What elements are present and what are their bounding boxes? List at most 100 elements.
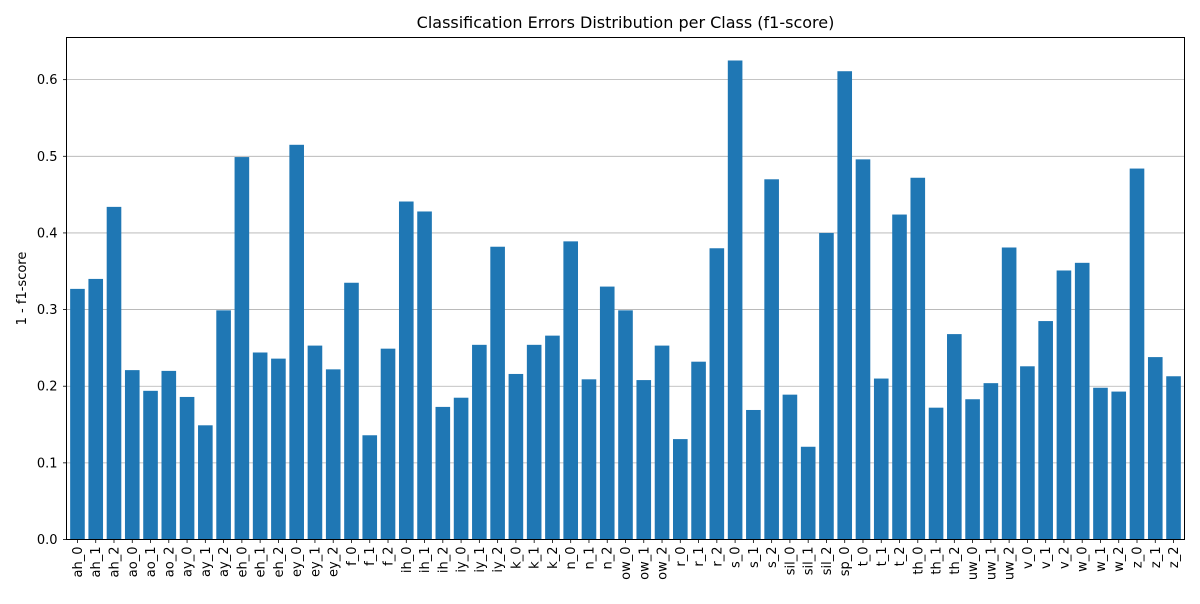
bar-ih_1 [417,211,432,540]
x-tick-label: s_2 [765,547,780,569]
x-tick-label: r_1 [692,547,707,567]
bar-k_0 [508,373,524,540]
y-axis: 0.0 0.1 0.2 0.3 0.4 0.5 0.6 [37,73,67,548]
x-tick-label: n_2 [601,547,616,570]
bar-f_1 [362,435,378,540]
x-tick-label: ay_2 [217,547,232,577]
bar-w_1 [1093,387,1108,540]
x-tick-label: ey_2 [327,547,342,577]
chart-title: Classification Errors Distribution per C… [417,13,835,32]
bar-s_1 [746,409,761,540]
y-tick-label: 0.0 [37,533,58,548]
bar-ow_0 [618,310,633,540]
x-tick-label: ih_1 [418,547,433,574]
x-tick-label: z_1 [1149,547,1164,569]
x-tick-label: ao_2 [162,547,177,578]
x-tick-label: uw_2 [1003,547,1018,581]
bar-ih_2 [435,406,451,540]
bar-z_1 [1147,357,1163,540]
y-tick-label: 0.1 [37,456,58,471]
x-tick-label: k_2 [546,547,561,569]
x-tick-label: ao_1 [144,547,159,578]
bar-s_2 [764,179,779,540]
bar-sil_0 [782,394,798,540]
x-tick-label: iy_2 [491,547,506,573]
bar-eh_1 [252,352,268,540]
y-axis-label: 1 - f1-score [15,252,30,326]
bar-th_1 [928,407,944,540]
x-tick-label: r_2 [710,547,725,567]
x-tick-label: z_0 [1131,547,1146,569]
x-tick-label: ih_2 [436,547,451,574]
bar-ah_1 [88,278,104,540]
x-tick-label: ao_0 [126,547,141,578]
bar-ow_2 [654,345,670,540]
bar-ey_2 [325,369,341,540]
x-tick-label: s_1 [747,547,762,569]
bar-k_2 [545,335,560,540]
x-tick-label: th_2 [948,547,963,575]
bar-uw_1 [983,383,999,540]
x-tick-label: eh_2 [272,547,287,578]
bar-s_0 [727,60,743,540]
y-tick-label: 0.6 [37,73,58,88]
bar-ao_0 [124,370,140,540]
x-tick-label: ay_0 [181,547,196,577]
x-tick-label: uw_0 [966,547,981,581]
bar-ey_0 [289,144,304,540]
x-tick-label: th_1 [930,547,945,575]
x-tick-label: ah_0 [71,547,86,578]
x-tick-label: t_1 [875,547,890,567]
bar-r_0 [672,439,688,540]
bar-f_2 [380,348,396,540]
bar-ah_2 [106,206,122,540]
bar-uw_0 [965,399,980,540]
bar-iy_1 [472,344,487,540]
bar-z_2 [1166,376,1181,540]
bar-ao_2 [161,370,177,540]
bar-w_2 [1111,391,1127,540]
y-tick-label: 0.5 [37,150,58,165]
bar-ah_0 [70,288,85,540]
bar-eh_2 [271,358,286,540]
x-tick-label: ow_0 [619,547,634,580]
x-axis: ah_0 ah_1 ah_2 ao_0 ao_1 ao_2 ay_0 ay_1 ay_2 eh_0… [71,539,1182,581]
x-tick-label: ah_2 [107,547,122,578]
bar-sil_2 [819,232,834,540]
bar-n_2 [599,286,615,540]
x-tick-label: n_0 [564,547,579,570]
bar-t_0 [855,159,871,540]
x-tick-label: ay_1 [199,547,214,577]
x-tick-label: k_0 [509,547,524,569]
bar-uw_2 [1001,247,1017,540]
bars [70,60,1181,540]
x-tick-label: ow_2 [656,547,671,580]
x-tick-label: f_0 [345,547,360,566]
y-tick-label: 0.4 [37,226,58,241]
x-tick-label: v_2 [1057,547,1072,569]
bar-ow_1 [636,380,652,540]
bar-sp_0 [837,71,853,540]
bar-t_2 [892,214,907,540]
bar-z_0 [1129,168,1145,540]
bar-sil_1 [800,446,816,540]
bar-eh_0 [234,157,250,540]
x-tick-label: t_0 [856,547,871,567]
x-tick-label: ah_1 [89,547,104,578]
bar-t_1 [873,378,889,540]
y-tick-label: 0.3 [37,303,58,318]
bar-v_2 [1056,270,1072,540]
x-tick-label: v_1 [1039,547,1054,569]
x-tick-label: w_1 [1094,547,1109,572]
bar-iy_0 [453,397,469,540]
x-tick-label: r_0 [674,547,689,567]
plot-frame [66,37,1185,540]
x-tick-label: sil_2 [820,547,835,576]
y-tick-label: 0.2 [37,380,58,395]
bar-f_0 [344,282,359,540]
bar-n_1 [581,379,597,540]
x-tick-label: ow_1 [637,547,652,580]
bar-n_0 [563,241,579,540]
